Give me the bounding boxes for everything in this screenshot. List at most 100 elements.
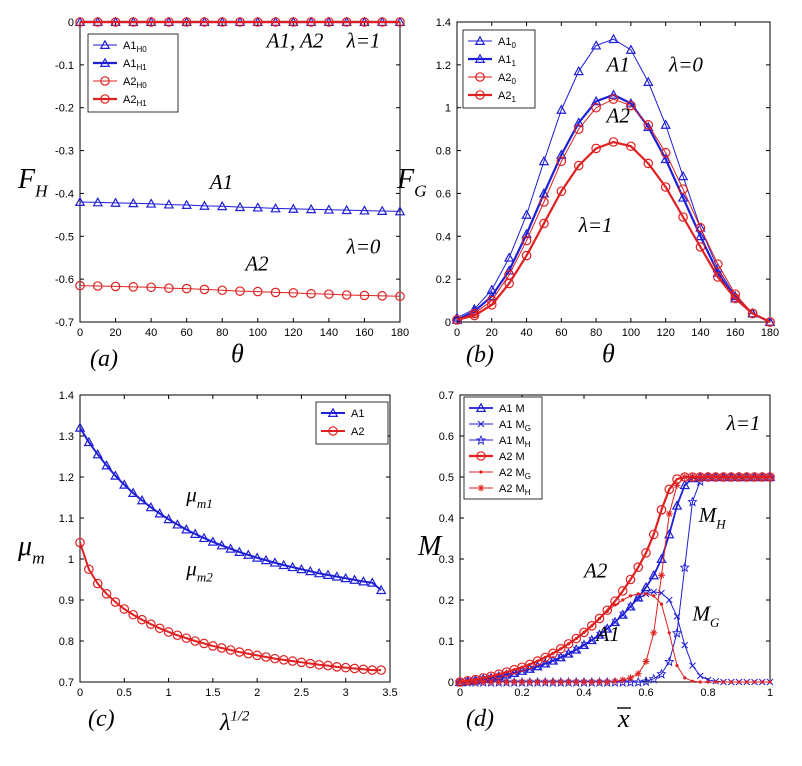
legend-label: A10 [498, 36, 516, 50]
data-point [643, 76, 654, 86]
data-point [518, 678, 526, 686]
data-point [665, 510, 673, 518]
data-point [720, 473, 727, 481]
data-point [225, 543, 236, 553]
legend-marker [475, 402, 487, 412]
data-point [83, 436, 95, 447]
data-point [605, 609, 609, 614]
data-point [665, 596, 673, 604]
annotation: λ=1 [726, 411, 761, 435]
data-point [367, 577, 378, 587]
data-point [154, 508, 165, 518]
data-point [586, 634, 597, 645]
data-point [751, 473, 758, 481]
data-point [556, 156, 567, 167]
data-point [452, 315, 462, 325]
data-point [234, 647, 245, 657]
data-point [110, 470, 121, 480]
data-point [571, 644, 582, 654]
y-axis-label: M [417, 531, 443, 562]
x-tick-label: 100 [249, 327, 267, 339]
x-tick-label: 120 [656, 327, 674, 339]
data-point [574, 636, 578, 641]
data-point [621, 598, 625, 602]
x-tick-label: 0.8 [700, 687, 715, 699]
data-point [695, 230, 706, 241]
data-point [358, 576, 369, 586]
data-point [535, 659, 540, 663]
data-point [539, 218, 549, 229]
data-point [566, 642, 571, 646]
panel-a: 0 20 40 60 80 100 120 140 160 180 0 -0.1 -0.2 -0.3 -0.… [17, 16, 409, 372]
data-point [181, 283, 192, 294]
data-point [611, 618, 619, 626]
data-point [270, 287, 281, 298]
x-tick-label: 3.5 [382, 687, 397, 699]
data-point [540, 652, 551, 663]
data-point [243, 549, 254, 559]
data-point [521, 250, 532, 261]
data-point [486, 290, 497, 301]
data-point [579, 627, 589, 638]
data-point [563, 648, 574, 658]
data-point [596, 631, 603, 639]
x-tick-label: 180 [761, 327, 779, 339]
panel-label: (a) [90, 346, 118, 372]
series-a1-m [454, 471, 776, 686]
data-point [456, 678, 464, 686]
data-point [305, 565, 316, 576]
data-point [588, 636, 596, 644]
data-point [75, 280, 85, 291]
series-a1-h0 [74, 196, 406, 216]
data-point [689, 473, 696, 481]
data-point [278, 559, 289, 570]
data-point [92, 449, 103, 459]
data-point [659, 602, 664, 606]
y-tick-label: 1.2 [436, 60, 451, 72]
data-point [181, 17, 192, 27]
data-point [376, 665, 386, 675]
data-point [572, 678, 580, 686]
data-point [557, 678, 565, 686]
data-point [656, 504, 667, 515]
data-point [341, 204, 352, 215]
data-point [713, 272, 723, 282]
data-point [252, 650, 262, 661]
data-point [648, 569, 659, 580]
legend-marker [328, 426, 338, 436]
legend-marker [475, 72, 485, 82]
data-point [322, 569, 334, 579]
series-a1-m-h [454, 471, 776, 688]
data-point [217, 200, 228, 211]
data-point [520, 665, 524, 669]
y-tick-label: 0.4 [439, 513, 454, 525]
data-point [580, 641, 588, 649]
data-point [287, 561, 298, 572]
x-tick-label: 120 [284, 327, 302, 339]
data-point [260, 554, 272, 565]
data-point [591, 143, 601, 154]
y-tick-label: 0.5 [439, 472, 454, 484]
legend-marker [475, 90, 485, 100]
data-point [626, 100, 636, 111]
data-point [572, 646, 580, 653]
data-point [752, 680, 757, 684]
panel-label: (c) [88, 706, 115, 732]
data-point [521, 228, 532, 239]
data-point [199, 638, 209, 649]
data-point [690, 679, 695, 683]
data-point [270, 653, 280, 664]
data-point [296, 657, 307, 668]
data-point [503, 252, 515, 262]
data-point [573, 124, 584, 134]
y-tick-label: 1 [445, 103, 451, 115]
x-tick-label: 80 [590, 327, 602, 339]
data-point [608, 33, 619, 44]
x-tick-label: 0 [457, 687, 463, 699]
x-tick-label: 160 [355, 327, 373, 339]
data-point [375, 584, 387, 595]
data-point [664, 484, 675, 495]
legend-label: A2 MH [499, 483, 531, 497]
data-point [625, 574, 636, 585]
data-point [643, 121, 654, 131]
